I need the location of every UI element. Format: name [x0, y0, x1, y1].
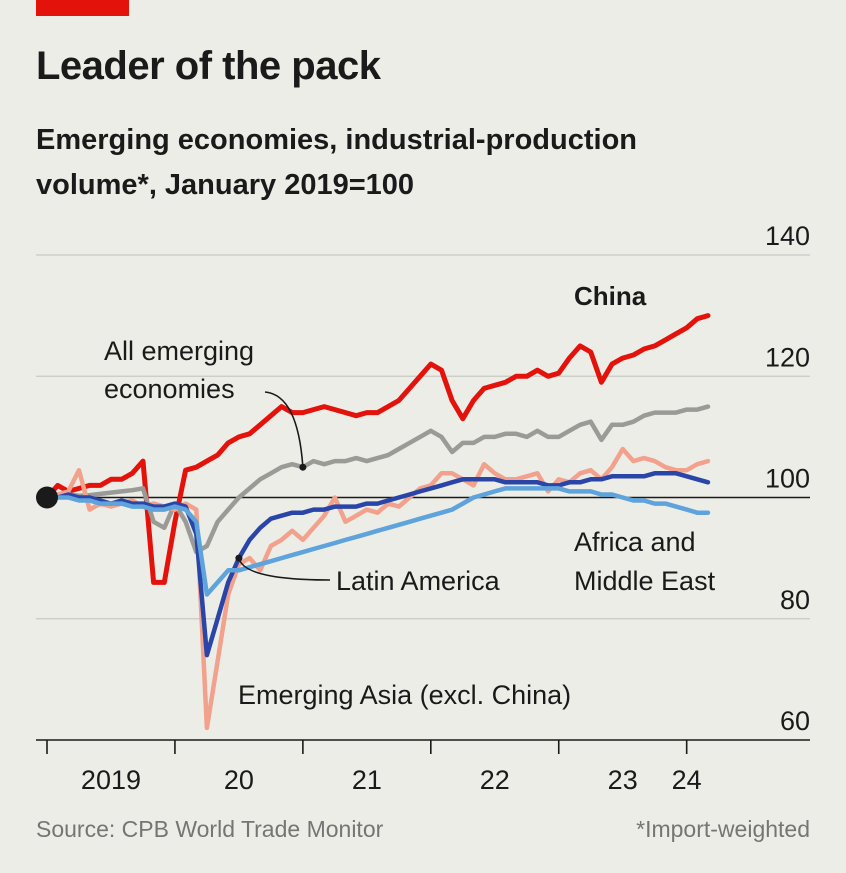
x-axis: 2019 20 21 22 23 24 — [46, 740, 702, 795]
y-tick-label-80: 80 — [780, 585, 810, 615]
leader-latin-america — [238, 557, 331, 581]
chart-subtitle: Emerging economies, industrial-productio… — [36, 124, 637, 201]
y-tick-label-100: 100 — [765, 464, 810, 494]
x-tick-label-20: 20 — [224, 765, 254, 795]
y-tick-label-120: 120 — [765, 342, 810, 372]
leader-dot-all-emerging — [299, 463, 307, 471]
y-tick-label-140: 140 — [765, 221, 810, 251]
series-lines — [44, 313, 711, 731]
leader-dot-latin-america — [235, 554, 243, 562]
y-axis-labels: 60 80 100 120 140 — [765, 221, 810, 736]
brand-red-tab — [36, 0, 129, 16]
start-point-marker — [36, 486, 58, 509]
x-tick-label-2019: 2019 — [81, 765, 141, 795]
label-all-emerging-line2: economies — [104, 374, 235, 404]
x-tick-label-21: 21 — [352, 765, 382, 795]
series-line-africa-and-middle-east — [44, 486, 711, 597]
grid-lines — [36, 254, 810, 741]
start-marker — [36, 486, 58, 509]
label-africa-line2: Middle East — [574, 566, 716, 596]
source-note: Source: CPB World Trade Monitor — [36, 816, 384, 842]
series-line-all-emerging-economies — [44, 404, 711, 555]
label-emerging-asia: Emerging Asia (excl. China) — [238, 680, 571, 710]
label-china: China — [574, 281, 647, 311]
footnote: *Import-weighted — [636, 816, 810, 842]
leader-all-emerging — [264, 391, 304, 468]
label-all-emerging-line1: All emerging — [104, 336, 254, 366]
y-tick-label-60: 60 — [780, 706, 810, 736]
label-leader-lines — [235, 391, 331, 581]
label-latin-america: Latin America — [336, 566, 501, 596]
chart-title: Leader of the pack — [36, 44, 381, 88]
x-tick-label-24: 24 — [672, 765, 702, 795]
series-labels: China All emerging economies Latin Ameri… — [104, 281, 716, 710]
series-line-latin-america — [44, 471, 711, 658]
series-line-china — [44, 313, 711, 585]
label-africa-line1: Africa and — [574, 527, 696, 557]
x-tick-label-23: 23 — [608, 765, 638, 795]
x-tick-label-22: 22 — [480, 765, 510, 795]
